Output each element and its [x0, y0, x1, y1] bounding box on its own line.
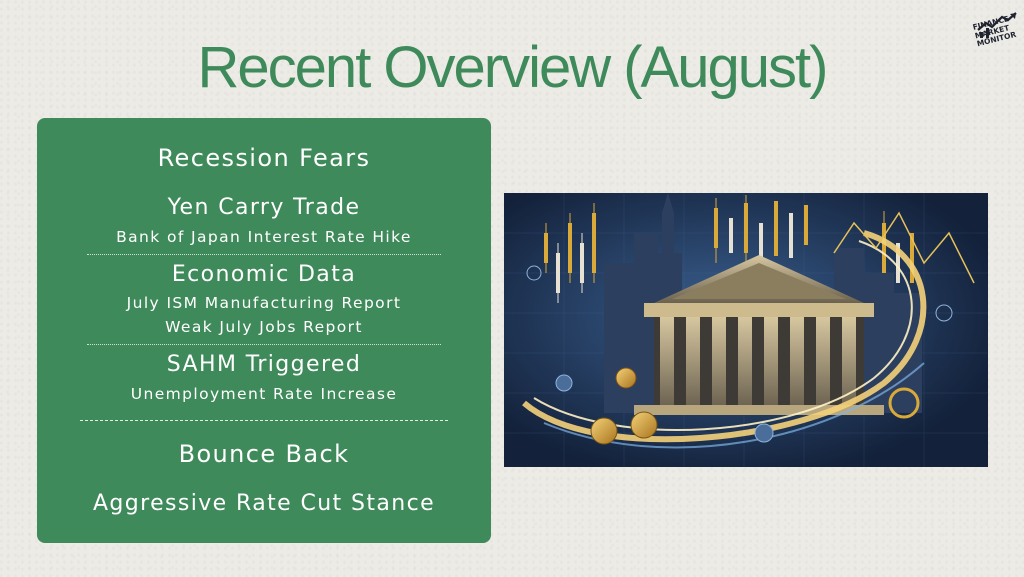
section-title-economic-data: Economic Data [171, 262, 357, 287]
bounce-divider [80, 420, 448, 421]
stock-exchange-illustration [504, 193, 988, 467]
panel-heading-recession-fears: Recession Fears [157, 144, 371, 172]
illustration-graphic [504, 193, 988, 467]
section-item-unemployment: Unemployment Rate Increase [130, 385, 398, 403]
section-title-sahm-triggered: SAHM Triggered [166, 352, 362, 377]
section-divider [87, 254, 441, 255]
section-title-yen-carry-trade: Yen Carry Trade [167, 195, 361, 220]
slide-title: Recent Overview (August) [197, 35, 829, 100]
bounce-back-heading: Bounce Back [178, 440, 350, 468]
section-item-jobs-report: Weak July Jobs Report [165, 318, 363, 336]
section-item-boj-rate-hike: Bank of Japan Interest Rate Hike [116, 228, 412, 246]
section-divider [87, 344, 441, 345]
section-item-ism-report: July ISM Manufacturing Report [126, 294, 402, 312]
trend-arrow-icon [977, 12, 1017, 38]
bounce-back-item: Aggressive Rate Cut Stance [92, 491, 436, 516]
finance-market-monitor-logo: FINANCE MARKET MONITOR [972, 12, 1020, 52]
summary-panel: Recession Fears Yen Carry Trade Bank of … [37, 118, 491, 543]
